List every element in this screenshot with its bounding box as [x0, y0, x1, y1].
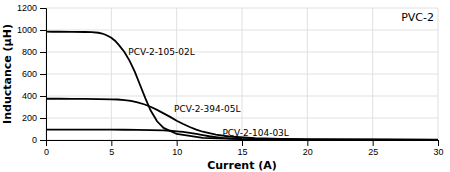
x-tick-mark	[177, 140, 178, 146]
y-tick: 200	[22, 113, 46, 123]
y-tick-mark	[40, 8, 46, 9]
y-tick: 0	[32, 135, 46, 145]
y-tick-mark	[40, 96, 46, 97]
x-tick: 30	[433, 140, 443, 157]
grid-line-y	[46, 52, 438, 53]
x-tick-label: 30	[433, 147, 443, 157]
x-tick-mark	[438, 140, 439, 146]
title: PVC-2	[401, 11, 434, 24]
y-tick: 400	[22, 91, 46, 101]
chart: 0 5 10 15 20 25 30 0 200 400 600 800 1000 1200 PCV-2-1…	[0, 0, 450, 172]
x-tick-mark	[307, 140, 308, 146]
x-tick-mark	[111, 140, 112, 146]
y-tick-mark	[40, 140, 46, 141]
y-tick: 1200	[17, 3, 46, 13]
y-tick-mark	[40, 74, 46, 75]
x-tick: 5	[109, 140, 114, 157]
y-tick: 1000	[17, 25, 46, 35]
grid-line-y	[46, 118, 438, 119]
y-axis-line	[40, 9, 47, 141]
x-tick-label: 20	[303, 147, 313, 157]
y-tick-label: 1200	[17, 3, 37, 13]
x-tick-label: 5	[109, 147, 114, 157]
annotations: PCV-2-105-02L PCV-2-394-05L PCV-2-104-03L	[128, 47, 289, 138]
grid-line-y	[46, 8, 438, 9]
x-tick-mark	[242, 140, 243, 146]
x-axis-title: Current (A)	[207, 159, 277, 172]
x-tick: 20	[303, 140, 313, 157]
x-tick: 25	[368, 140, 378, 157]
x-tick: 15	[237, 140, 247, 157]
x-tick-label: 0	[44, 147, 49, 157]
plot: 0 5 10 15 20 25 30 0 200 400 600 800 1000 1200 PCV-2-1…	[17, 3, 444, 157]
y-tick: 600	[22, 69, 46, 79]
y-tick-mark	[40, 30, 46, 31]
x-axis-line	[47, 141, 439, 147]
y-tick-label: 600	[22, 69, 37, 79]
x-tick: 10	[172, 140, 182, 157]
y-axis-title: Inductance (μH)	[1, 24, 14, 124]
line	[46, 99, 438, 140]
annotation: PCV-2-105-02L	[128, 47, 194, 57]
y-tick-label: 200	[22, 113, 37, 123]
annotation: PCV-2-394-05L	[174, 104, 240, 114]
x-axis: 0 5 10 15 20 25 30	[44, 140, 444, 157]
lines	[46, 32, 438, 140]
grid-line-y	[46, 30, 438, 31]
grid-line-y	[46, 96, 438, 97]
x-tick-label: 15	[237, 147, 247, 157]
x-tick-label: 10	[172, 147, 182, 157]
grid-line-y	[46, 74, 438, 75]
y-tick-label: 1000	[17, 25, 37, 35]
y-tick-label: 0	[32, 135, 37, 145]
annotation: PCV-2-104-03L	[222, 128, 288, 138]
y-tick: 800	[22, 47, 46, 57]
x-tick-mark	[373, 140, 374, 146]
grid	[46, 8, 438, 140]
y-tick-label: 800	[22, 47, 37, 57]
x-tick: 0	[44, 140, 49, 157]
line	[46, 32, 438, 140]
y-tick-mark	[40, 52, 46, 53]
x-tick-label: 25	[368, 147, 378, 157]
y-tick-mark	[40, 118, 46, 119]
y-tick-label: 400	[22, 91, 37, 101]
y-axis: 0 200 400 600 800 1000 1200	[17, 3, 47, 145]
